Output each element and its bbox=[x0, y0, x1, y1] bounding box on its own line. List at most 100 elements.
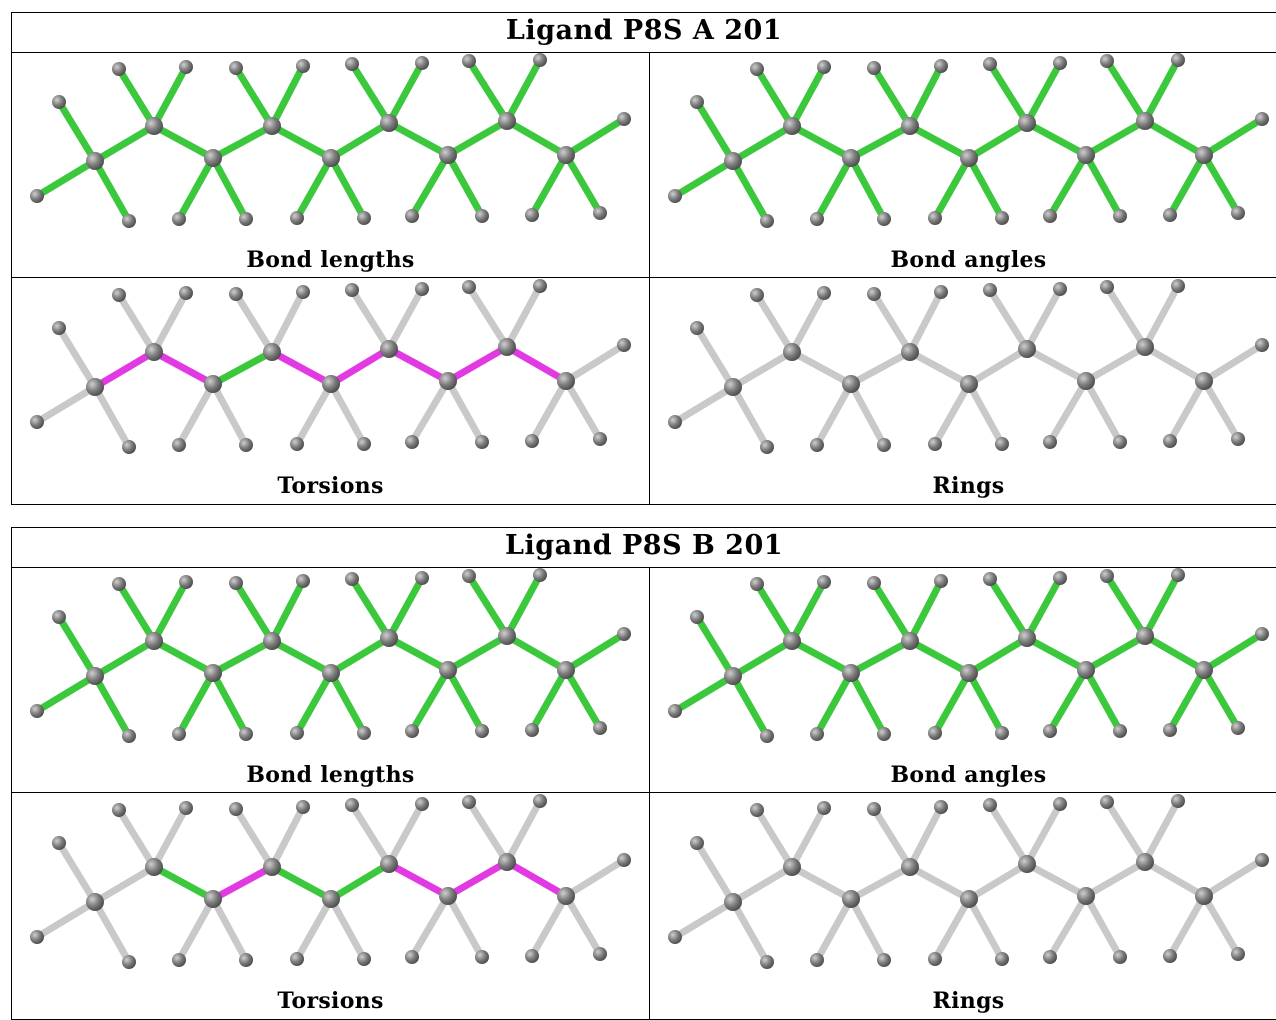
bond bbox=[175, 895, 217, 964]
bond bbox=[503, 282, 544, 351]
atom bbox=[498, 338, 516, 356]
molecule-diagram bbox=[30, 53, 631, 228]
bond bbox=[788, 63, 828, 130]
bond bbox=[91, 672, 133, 740]
atom bbox=[405, 209, 419, 223]
bond bbox=[268, 577, 307, 645]
atom bbox=[593, 206, 607, 220]
divider bbox=[649, 567, 650, 1019]
bond bbox=[327, 634, 393, 677]
bond bbox=[503, 858, 570, 900]
bond bbox=[729, 898, 771, 966]
atom bbox=[172, 438, 186, 452]
bond bbox=[268, 637, 335, 677]
bond bbox=[465, 798, 511, 866]
atom bbox=[112, 62, 126, 76]
bond bbox=[348, 801, 393, 868]
bond bbox=[1200, 892, 1242, 958]
bond bbox=[1082, 666, 1124, 735]
bond bbox=[847, 380, 888, 449]
atom bbox=[30, 415, 44, 429]
atom bbox=[263, 632, 281, 650]
atom bbox=[204, 149, 222, 167]
atom bbox=[322, 664, 340, 682]
atom bbox=[439, 372, 457, 390]
atom bbox=[263, 343, 281, 361]
bond bbox=[408, 666, 452, 735]
atom bbox=[928, 437, 942, 451]
atom bbox=[901, 343, 919, 361]
block-title: Ligand P8S B 201 bbox=[12, 528, 1276, 568]
atom bbox=[1195, 887, 1213, 905]
bond bbox=[1103, 798, 1149, 866]
bond bbox=[408, 151, 452, 220]
atom bbox=[960, 890, 978, 908]
bond bbox=[788, 289, 828, 356]
atom bbox=[617, 853, 631, 867]
bond bbox=[1023, 800, 1064, 868]
bond bbox=[268, 803, 307, 871]
atom bbox=[960, 664, 978, 682]
atom bbox=[960, 149, 978, 167]
atom bbox=[783, 858, 801, 876]
bond bbox=[327, 154, 368, 222]
bond bbox=[1082, 858, 1149, 900]
atom bbox=[296, 574, 310, 588]
bond bbox=[671, 157, 737, 200]
bond bbox=[1200, 630, 1266, 674]
bond bbox=[408, 377, 452, 446]
bond bbox=[562, 341, 628, 385]
atom bbox=[1113, 950, 1127, 964]
bond bbox=[1141, 117, 1208, 159]
atom bbox=[867, 802, 881, 816]
atom bbox=[239, 212, 253, 226]
bond bbox=[813, 895, 855, 964]
atom bbox=[1077, 146, 1095, 164]
bond bbox=[788, 637, 855, 677]
atom bbox=[345, 572, 359, 586]
atom bbox=[239, 953, 253, 967]
bond bbox=[444, 117, 511, 159]
atom bbox=[617, 338, 631, 352]
bond bbox=[1082, 117, 1149, 159]
atom bbox=[30, 189, 44, 203]
bond bbox=[906, 62, 945, 130]
atom bbox=[229, 576, 243, 590]
panel-caption: Bond lengths bbox=[246, 762, 415, 788]
atom bbox=[995, 211, 1009, 225]
atom bbox=[724, 152, 742, 170]
atom bbox=[1113, 435, 1127, 449]
atom bbox=[877, 212, 891, 226]
bond bbox=[327, 119, 393, 162]
atom bbox=[345, 57, 359, 71]
atom bbox=[1255, 853, 1269, 867]
atom bbox=[525, 208, 539, 222]
atom bbox=[995, 726, 1009, 740]
bond bbox=[1023, 119, 1090, 159]
bond bbox=[385, 345, 452, 385]
atom bbox=[112, 577, 126, 591]
bond bbox=[729, 122, 796, 165]
bond bbox=[175, 154, 217, 223]
bond bbox=[33, 898, 99, 941]
atom bbox=[867, 61, 881, 75]
atom bbox=[1171, 794, 1185, 808]
atom bbox=[810, 953, 824, 967]
bond bbox=[327, 860, 393, 903]
atom bbox=[86, 893, 104, 911]
bond bbox=[1200, 377, 1242, 443]
molecule-diagram bbox=[30, 794, 631, 969]
bond bbox=[1023, 860, 1090, 900]
atom bbox=[380, 629, 398, 647]
atom bbox=[750, 803, 764, 817]
atom bbox=[1163, 723, 1177, 737]
bond bbox=[175, 380, 217, 449]
bond bbox=[906, 577, 945, 645]
atom bbox=[322, 890, 340, 908]
bond bbox=[729, 637, 796, 680]
atom bbox=[557, 372, 575, 390]
bond bbox=[55, 324, 99, 391]
atom bbox=[462, 54, 476, 68]
atom bbox=[1053, 56, 1067, 70]
bond bbox=[1141, 797, 1182, 866]
